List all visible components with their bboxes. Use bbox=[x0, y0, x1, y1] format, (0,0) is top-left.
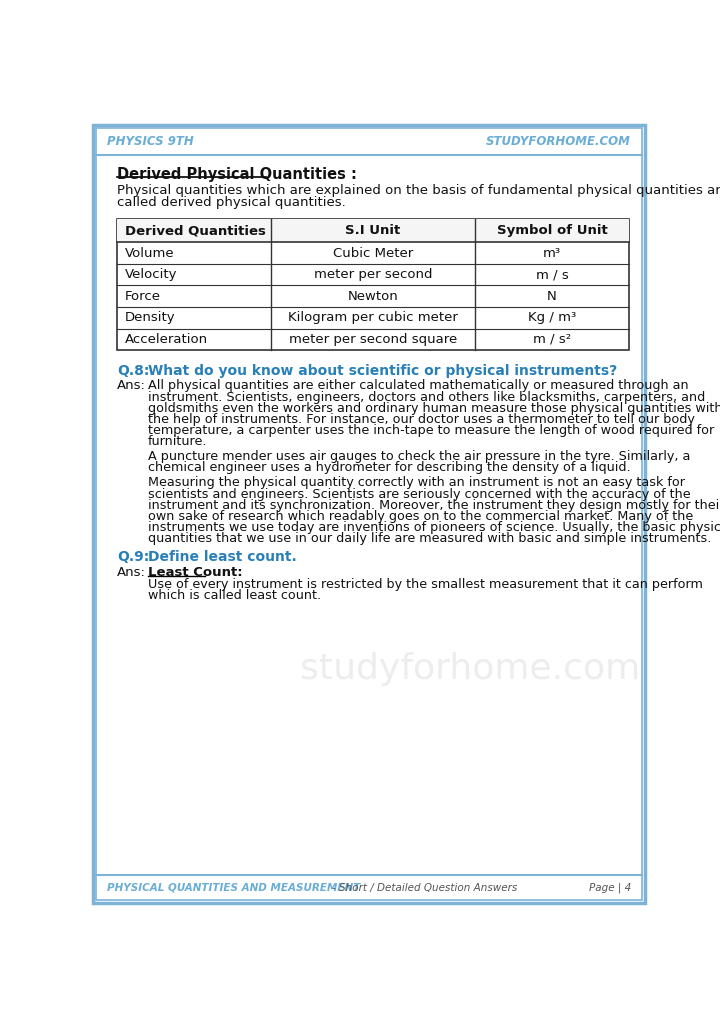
Text: All physical quantities are either calculated mathematically or measured through: All physical quantities are either calcu… bbox=[148, 380, 689, 392]
Text: PHYSICS 9TH: PHYSICS 9TH bbox=[107, 135, 194, 148]
Text: A puncture mender uses air gauges to check the air pressure in the tyre. Similar: A puncture mender uses air gauges to che… bbox=[148, 450, 690, 463]
Bar bbox=[117, 219, 629, 350]
Text: STUDYFORHOME.COM: STUDYFORHOME.COM bbox=[486, 135, 631, 148]
Text: called derived physical quantities.: called derived physical quantities. bbox=[117, 196, 346, 209]
Text: Density: Density bbox=[125, 312, 176, 325]
Text: instrument and its synchronization. Moreover, the instrument they design mostly : instrument and its synchronization. More… bbox=[148, 499, 720, 512]
Text: goldsmiths even the workers and ordinary human measure those physical quantities: goldsmiths even the workers and ordinary… bbox=[148, 402, 720, 414]
Text: m³: m³ bbox=[543, 246, 561, 260]
Text: Page | 4: Page | 4 bbox=[589, 883, 631, 893]
Text: meter per second square: meter per second square bbox=[289, 333, 457, 346]
Text: Acceleration: Acceleration bbox=[125, 333, 208, 346]
Text: chemical engineer uses a hydrometer for describing the density of a liquid.: chemical engineer uses a hydrometer for … bbox=[148, 461, 631, 474]
Text: What do you know about scientific or physical instruments?: What do you know about scientific or phy… bbox=[148, 364, 617, 378]
Text: Use of every instrument is restricted by the smallest measurement that it can pe: Use of every instrument is restricted by… bbox=[148, 578, 703, 591]
Text: - Short / Detailed Question Answers: - Short / Detailed Question Answers bbox=[332, 883, 517, 893]
Text: scientists and engineers. Scientists are seriously concerned with the accuracy o: scientists and engineers. Scientists are… bbox=[148, 488, 690, 501]
Text: N: N bbox=[547, 290, 557, 302]
Bar bbox=[117, 219, 629, 242]
Text: Cubic Meter: Cubic Meter bbox=[333, 246, 413, 260]
Text: Least Count:: Least Count: bbox=[148, 566, 243, 578]
Text: studyforhome.com: studyforhome.com bbox=[300, 652, 640, 686]
Text: temperature, a carpenter uses the inch-tape to measure the length of wood requir: temperature, a carpenter uses the inch-t… bbox=[148, 425, 714, 437]
Text: Symbol of Unit: Symbol of Unit bbox=[497, 224, 607, 237]
Text: PHYSICAL QUANTITIES AND MEASUREMENT: PHYSICAL QUANTITIES AND MEASUREMENT bbox=[107, 883, 360, 893]
Text: furniture.: furniture. bbox=[148, 435, 207, 448]
Text: the help of instruments. For instance, our doctor uses a thermometer to tell our: the help of instruments. For instance, o… bbox=[148, 413, 695, 426]
Text: m / s: m / s bbox=[536, 268, 568, 281]
Text: Q.9:: Q.9: bbox=[117, 551, 149, 564]
Text: Volume: Volume bbox=[125, 246, 174, 260]
Text: own sake of research which readably goes on to the commercial market. Many of th: own sake of research which readably goes… bbox=[148, 510, 693, 523]
Text: Derived Physical Quantities :: Derived Physical Quantities : bbox=[117, 167, 357, 182]
Text: Ans:: Ans: bbox=[117, 566, 146, 578]
Text: instrument. Scientists, engineers, doctors and others like blacksmiths, carpente: instrument. Scientists, engineers, docto… bbox=[148, 391, 706, 403]
Text: Measuring the physical quantity correctly with an instrument is not an easy task: Measuring the physical quantity correctl… bbox=[148, 476, 685, 490]
Text: quantities that we use in our daily life are measured with basic and simple inst: quantities that we use in our daily life… bbox=[148, 532, 711, 546]
Text: Velocity: Velocity bbox=[125, 268, 177, 281]
Text: Force: Force bbox=[125, 290, 161, 302]
Text: Physical quantities which are explained on the basis of fundamental physical qua: Physical quantities which are explained … bbox=[117, 184, 720, 196]
Text: Derived Quantities: Derived Quantities bbox=[125, 224, 266, 237]
Text: instruments we use today are inventions of pioneers of science. Usually, the bas: instruments we use today are inventions … bbox=[148, 521, 720, 534]
Text: m / s²: m / s² bbox=[533, 333, 571, 346]
Text: which is called least count.: which is called least count. bbox=[148, 589, 321, 603]
Text: Newton: Newton bbox=[348, 290, 398, 302]
Text: Kilogram per cubic meter: Kilogram per cubic meter bbox=[288, 312, 458, 325]
Text: meter per second: meter per second bbox=[314, 268, 432, 281]
Text: Q.8:: Q.8: bbox=[117, 364, 150, 378]
Text: Define least count.: Define least count. bbox=[148, 551, 297, 564]
Text: S.I Unit: S.I Unit bbox=[346, 224, 400, 237]
Text: Kg / m³: Kg / m³ bbox=[528, 312, 576, 325]
Text: Ans:: Ans: bbox=[117, 380, 146, 392]
